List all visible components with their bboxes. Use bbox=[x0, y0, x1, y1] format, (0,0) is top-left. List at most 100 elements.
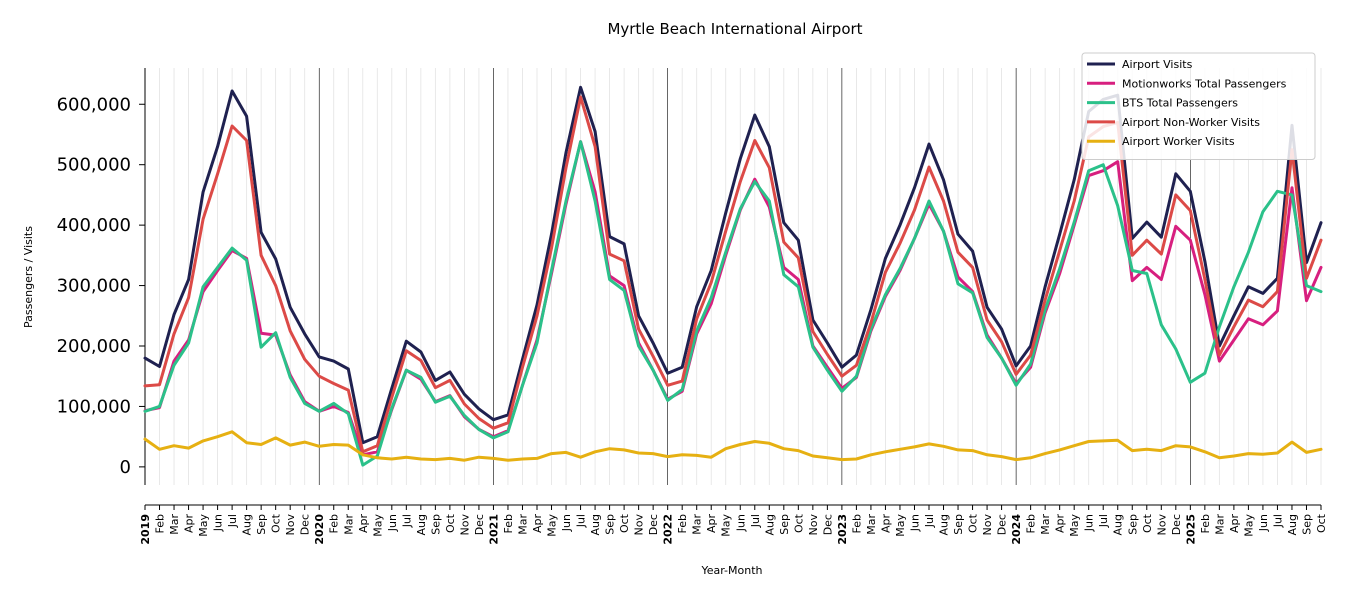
x-tick-label-month: Jul bbox=[400, 514, 413, 528]
x-tick-label-month: May bbox=[1068, 514, 1081, 537]
legend: Airport Visits Motionworks Total Passenge… bbox=[1081, 52, 1316, 160]
axis-layer: 0 100,000 200,000 300,000 400,000 500,000 600,… bbox=[57, 68, 1328, 545]
x-tick-label-month: Oct bbox=[967, 513, 980, 533]
y-tick-label: 200,000 bbox=[57, 336, 131, 357]
x-tick-label-month: Jun bbox=[908, 514, 921, 532]
legend-label: Airport Non-Worker Visits bbox=[1122, 116, 1260, 129]
x-axis-label: Year-Month bbox=[700, 564, 762, 577]
series-layer bbox=[143, 85, 1323, 467]
x-tick-label-month: Feb bbox=[1199, 514, 1212, 533]
legend-label: BTS Total Passengers bbox=[1122, 97, 1238, 110]
x-tick-label-month: Apr bbox=[531, 514, 544, 534]
x-tick-label-month: Mar bbox=[168, 514, 181, 535]
x-tick-label-month: May bbox=[197, 514, 210, 537]
x-tick-label-month: Oct bbox=[618, 513, 631, 533]
legend-label: Motionworks Total Passengers bbox=[1122, 77, 1287, 90]
x-tick-label-month: Jun bbox=[734, 514, 747, 532]
x-tick-label-month: May bbox=[720, 514, 733, 537]
x-tick-label-month: May bbox=[371, 514, 384, 537]
x-tick-label-month: Sep bbox=[604, 514, 617, 535]
x-tick-label-month: Aug bbox=[938, 514, 951, 535]
x-tick-label-month: Sep bbox=[1300, 514, 1313, 535]
x-tick-label-month: Aug bbox=[415, 514, 428, 535]
x-tick-label-month: Dec bbox=[299, 514, 312, 535]
x-tick-label-month: Dec bbox=[647, 514, 660, 535]
x-tick-label-month: Nov bbox=[1155, 514, 1168, 536]
x-tick-label-month: Nov bbox=[981, 514, 994, 536]
series-line-1 bbox=[143, 85, 1323, 445]
series-line-5 bbox=[143, 430, 1323, 462]
x-tick-label-month: Sep bbox=[1126, 514, 1139, 535]
x-tick-label-month: Jun bbox=[1257, 514, 1270, 532]
x-tick-label-month: Jul bbox=[1271, 514, 1284, 528]
x-tick-label-month: Apr bbox=[183, 514, 196, 534]
series-line-3 bbox=[143, 140, 1323, 467]
x-tick-label-month: Jul bbox=[1097, 514, 1110, 528]
series-line-4 bbox=[143, 95, 1323, 454]
x-tick-label-year: 2021 bbox=[487, 514, 500, 545]
x-tick-label-month: Feb bbox=[502, 514, 515, 533]
x-tick-label-month: Apr bbox=[705, 514, 718, 534]
x-tick-label-month: Apr bbox=[1228, 514, 1241, 534]
x-tick-label-year: 2022 bbox=[662, 514, 675, 545]
x-tick-label-month: Jun bbox=[560, 514, 573, 532]
x-tick-label-month: Nov bbox=[458, 514, 471, 536]
x-tick-label-year: 2020 bbox=[313, 514, 326, 545]
x-tick-label-month: Aug bbox=[589, 514, 602, 535]
x-tick-label-month: Apr bbox=[357, 514, 370, 534]
x-tick-label-year: 2025 bbox=[1184, 514, 1197, 545]
x-tick-label-month: Mar bbox=[865, 514, 878, 535]
x-tick-label-month: Dec bbox=[821, 514, 834, 535]
x-tick-label-month: Jul bbox=[749, 514, 762, 528]
x-tick-label-month: Oct bbox=[270, 513, 283, 533]
x-tick-label-month: Jul bbox=[575, 514, 588, 528]
y-tick-label: 500,000 bbox=[57, 155, 131, 176]
y-axis-label: Passengers / Visits bbox=[22, 226, 35, 328]
legend-label: Airport Visits bbox=[1122, 58, 1193, 71]
x-tick-label-month: Mar bbox=[1213, 514, 1226, 535]
y-tick-label: 300,000 bbox=[57, 276, 131, 297]
x-tick-label-month: Oct bbox=[792, 513, 805, 533]
x-tick-label-month: Sep bbox=[778, 514, 791, 535]
x-tick-label-month: Nov bbox=[633, 514, 646, 536]
x-tick-label-month: Nov bbox=[284, 514, 297, 536]
x-tick-label-month: Feb bbox=[154, 514, 167, 533]
x-tick-label-month: Nov bbox=[807, 514, 820, 536]
x-tick-label-month: Dec bbox=[473, 514, 486, 535]
x-tick-label-month: Oct bbox=[1315, 513, 1328, 533]
x-tick-label-month: Feb bbox=[676, 514, 689, 533]
y-tick-label: 400,000 bbox=[57, 215, 131, 236]
x-tick-label-month: May bbox=[894, 514, 907, 537]
x-tick-label-month: Jun bbox=[386, 514, 399, 532]
x-tick-label-month: Aug bbox=[1112, 514, 1125, 535]
x-tick-label-month: Apr bbox=[879, 514, 892, 534]
x-tick-label-month: Aug bbox=[241, 514, 254, 535]
legend-label: Airport Worker Visits bbox=[1122, 135, 1235, 148]
x-tick-label-month: Aug bbox=[1286, 514, 1299, 535]
x-tick-label-month: Oct bbox=[444, 513, 457, 533]
x-tick-label-year: 2023 bbox=[836, 514, 849, 545]
x-tick-label-month: Mar bbox=[1039, 514, 1052, 535]
x-tick-label-month: Jul bbox=[923, 514, 936, 528]
x-tick-label-month: Mar bbox=[516, 514, 529, 535]
x-tick-label-month: Feb bbox=[328, 514, 341, 533]
y-tick-label: 0 bbox=[120, 457, 131, 478]
x-tick-label-month: Jun bbox=[212, 514, 225, 532]
x-tick-label-month: Oct bbox=[1141, 513, 1154, 533]
x-tick-label-month: Sep bbox=[952, 514, 965, 535]
x-tick-label-month: Feb bbox=[850, 514, 863, 533]
x-tick-label-year: 2019 bbox=[139, 514, 152, 545]
legend-box bbox=[1081, 52, 1316, 160]
x-tick-label-month: Feb bbox=[1025, 514, 1038, 533]
x-tick-label-month: Jul bbox=[226, 514, 239, 528]
chart-title: Myrtle Beach International Airport bbox=[607, 20, 862, 38]
y-tick-label: 100,000 bbox=[57, 396, 131, 417]
x-tick-label-month: Sep bbox=[429, 514, 442, 535]
x-tick-label-month: Aug bbox=[763, 514, 776, 535]
x-tick-label-month: Dec bbox=[996, 514, 1009, 535]
x-tick-label-month: Mar bbox=[342, 514, 355, 535]
x-tick-label-month: May bbox=[546, 514, 559, 537]
x-tick-label-month: Mar bbox=[691, 514, 704, 535]
